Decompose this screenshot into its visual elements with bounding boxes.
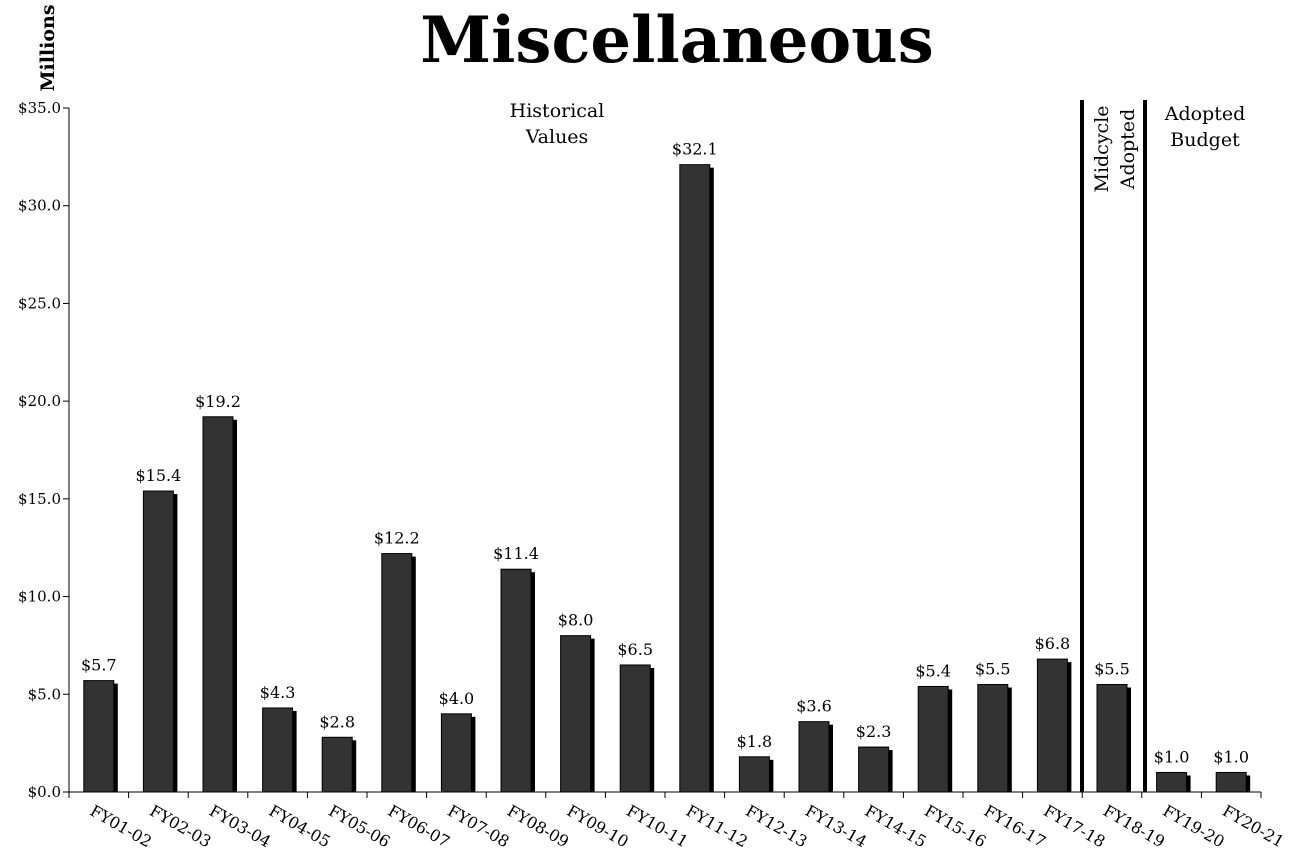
y-tick-label: $0.0: [28, 783, 61, 801]
data-label: $15.4: [135, 466, 181, 485]
x-tick-label: FY13-14: [802, 801, 870, 851]
bar: [738, 756, 770, 793]
bar: [381, 553, 413, 793]
annotation-historical-line-2: Values: [525, 126, 589, 148]
bar: [500, 568, 532, 793]
bar: [262, 707, 294, 793]
bar: [321, 736, 353, 793]
y-axis-label: Millions: [37, 4, 59, 91]
data-label: $3.6: [796, 697, 832, 716]
x-tick-label: FY06-07: [385, 801, 453, 851]
x-tick-label: FY04-05: [266, 801, 334, 851]
bar: [1215, 771, 1247, 793]
bar: [679, 164, 711, 793]
data-label: $12.2: [374, 529, 420, 548]
x-tick-label: FY02-03: [146, 801, 214, 851]
data-label: $2.3: [856, 722, 892, 741]
y-tick-label: $5.0: [28, 685, 61, 703]
x-tick-label: FY18-19: [1100, 801, 1168, 851]
bar: [858, 746, 890, 793]
bar: [142, 490, 174, 793]
x-tick-label: FY20-21: [1219, 801, 1287, 851]
x-tick-label: FY16-17: [981, 801, 1049, 851]
bar: [202, 416, 234, 793]
bar: [977, 684, 1009, 793]
annotation-adopted-budget: Adopted Budget: [1164, 103, 1246, 151]
data-label: $1.8: [737, 732, 773, 751]
x-tick-label: FY03-04: [206, 801, 274, 851]
x-tick-label: FY09-10: [564, 801, 632, 851]
data-label: $4.3: [260, 683, 296, 702]
x-tick-label: FY12-13: [742, 801, 810, 851]
bar: [798, 721, 830, 793]
y-tick-label: $35.0: [18, 99, 61, 117]
data-label: $19.2: [195, 392, 241, 411]
x-tick-label: FY08-09: [504, 801, 572, 851]
y-tick-label: $20.0: [18, 392, 61, 410]
x-tick-label: FY11-12: [683, 801, 751, 851]
x-tick-label: FY05-06: [325, 801, 393, 851]
data-label: $1.0: [1154, 747, 1190, 766]
data-label: $32.1: [672, 140, 718, 159]
annotation-adopted-line-1: Adopted: [1164, 103, 1246, 125]
y-tick-label: $15.0: [18, 490, 61, 508]
x-tick-label: FY14-15: [862, 801, 930, 851]
bar: [917, 685, 949, 793]
y-tick-label: $10.0: [18, 588, 61, 606]
annotation-adopted-line-2: Budget: [1170, 129, 1240, 151]
x-tick-label: FY07-08: [444, 801, 512, 851]
x-tick-label: FY17-18: [1040, 801, 1108, 851]
data-label: $5.4: [915, 661, 951, 680]
data-label: $4.0: [439, 689, 475, 708]
bar: [1036, 658, 1068, 793]
bar: [1156, 771, 1188, 793]
bar: [619, 664, 651, 793]
bar: [560, 635, 592, 793]
annotation-historical-values: Historical Values: [510, 100, 605, 148]
data-label: $2.8: [319, 712, 355, 731]
bar: [440, 713, 472, 793]
data-label: $5.5: [975, 660, 1011, 679]
y-tick-label: $30.0: [18, 197, 61, 215]
separators: [1080, 100, 1147, 792]
annotation-midcycle-line-1: Midcycle: [1091, 105, 1113, 192]
bars: $5.7 FY01-02 $15.4 FY02-03 $19.2 FY03-04 $4.3 F…: [81, 140, 1287, 852]
annotation-midcycle-line-2: Adopted: [1117, 109, 1139, 191]
x-tick-label: FY15-16: [921, 801, 989, 851]
chart-title: Miscellaneous: [420, 3, 933, 78]
x-tick-label: FY01-02: [87, 801, 155, 851]
x-tick-label: FY10-11: [623, 801, 691, 851]
data-label: $8.0: [558, 611, 594, 630]
y-tick-label: $25.0: [18, 294, 61, 312]
x-tick-label: FY19-20: [1160, 801, 1228, 851]
data-label: $1.0: [1213, 747, 1249, 766]
annotation-midcycle-adopted: Midcycle Adopted: [1091, 105, 1139, 192]
data-label: $5.7: [81, 656, 117, 675]
data-label: $6.5: [617, 640, 653, 659]
bar: [1096, 684, 1128, 793]
data-label: $5.5: [1094, 660, 1130, 679]
data-label: $6.8: [1035, 634, 1071, 653]
data-label: $11.4: [493, 544, 539, 563]
bar: [83, 680, 115, 793]
annotation-historical-line-1: Historical: [510, 100, 605, 122]
